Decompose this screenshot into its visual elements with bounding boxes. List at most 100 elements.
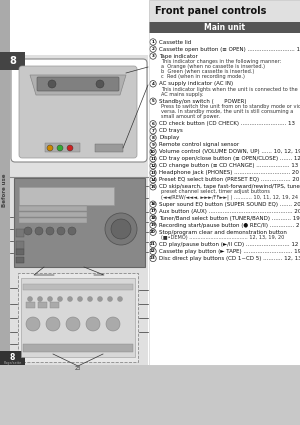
Circle shape [150,248,156,255]
Text: versa. In standby mode, the unit is still consuming a: versa. In standby mode, the unit is stil… [161,109,293,114]
Circle shape [150,149,156,155]
Circle shape [150,208,156,214]
Text: Cassette open button (≡ OPEN) ........................... 19: Cassette open button (≡ OPEN) ..........… [159,46,300,51]
Circle shape [67,145,73,151]
Text: 14: 14 [150,178,156,182]
Circle shape [150,255,156,262]
Bar [0,0,10,370]
Circle shape [111,219,131,239]
Circle shape [35,227,43,235]
Circle shape [150,39,156,45]
Bar [0,0,300,365]
Text: Recording start/pause button (● REC/II) .............. 21: Recording start/pause button (● REC/II) … [159,223,300,228]
Text: CD skip/search, tape fast-forward/rewind/TPS, tuner: CD skip/search, tape fast-forward/rewind… [159,184,300,189]
Text: 23: 23 [150,256,156,261]
Text: CD trays: CD trays [159,128,183,133]
Circle shape [46,317,60,331]
Text: AC supply indicator (AC IN): AC supply indicator (AC IN) [159,81,233,86]
Circle shape [86,317,100,331]
Text: (◄◄/REW/◄◄◄, ►►►/FF►►| ) ........... 10, 11, 12, 19, 24: (◄◄/REW/◄◄◄, ►►►/FF►►| ) ........... 10,… [161,195,298,200]
Bar [50,302,59,308]
Text: 21: 21 [150,242,156,246]
Text: Standby/on switch (      POWER): Standby/on switch ( POWER) [159,99,247,104]
Text: 12: 12 [150,164,156,168]
Text: 10: 10 [150,150,156,154]
Circle shape [98,297,103,301]
Text: Tape indicator: Tape indicator [159,54,198,59]
Text: (■•DEMO) .................................... 12, 13, 19, 20: (■•DEMO) ...............................… [161,235,284,240]
Circle shape [46,227,54,235]
Bar [0,365,300,425]
Text: This indicator changes in the following manner:: This indicator changes in the following … [161,59,281,64]
Text: Display: Display [159,135,179,140]
Text: c  Red (when in recording mode.): c Red (when in recording mode.) [161,74,245,79]
Circle shape [68,227,76,235]
Circle shape [88,297,92,301]
Text: Before use: Before use [2,173,8,207]
Text: 18: 18 [150,216,156,220]
Text: 3: 3 [152,54,154,58]
Text: 19: 19 [150,223,156,227]
Circle shape [150,81,156,87]
Circle shape [77,297,83,301]
Circle shape [68,297,73,301]
Circle shape [105,213,137,245]
Circle shape [66,317,80,331]
Bar [16,241,24,249]
Circle shape [150,163,156,169]
Circle shape [150,135,156,141]
Circle shape [150,177,156,183]
Circle shape [38,297,43,301]
Text: 15: 15 [150,185,156,189]
Text: CD check button (CD CHECK) .......................... 13: CD check button (CD CHECK) .............… [159,121,295,126]
Circle shape [150,142,156,148]
FancyBboxPatch shape [37,77,119,91]
Bar [26,302,35,308]
Circle shape [150,201,156,207]
Circle shape [24,227,32,235]
Circle shape [106,317,120,331]
Polygon shape [30,75,126,95]
Text: Aux button (AUX) ................................................ 20: Aux button (AUX) .......................… [159,209,300,214]
Circle shape [150,98,156,105]
Bar [19,187,114,205]
Text: 8: 8 [10,354,15,363]
Circle shape [150,53,156,59]
Bar [0,52,25,70]
Text: Page/seite: Page/seite [3,361,22,365]
Text: Cassette play button (► TAPE) ............................ 19: Cassette play button (► TAPE) ..........… [159,249,300,254]
Bar [19,206,87,211]
Circle shape [150,241,156,248]
Bar [149,22,300,33]
Circle shape [48,80,56,88]
Text: This indicator lights when the unit is connected to the: This indicator lights when the unit is c… [161,87,298,91]
Bar [21,278,135,357]
Circle shape [57,145,63,151]
Bar [18,273,138,362]
Text: 8: 8 [9,56,16,66]
Text: AC mains supply.: AC mains supply. [161,92,203,97]
Bar [23,344,133,352]
Text: CD play/pause button (►/II CD) ......................... 12: CD play/pause button (►/II CD) .........… [159,242,298,247]
Circle shape [96,80,104,88]
Bar [10,55,148,365]
Text: Cassette lid: Cassette lid [159,40,191,45]
Circle shape [107,297,112,301]
Text: Preset EQ select button (PRESET EQ) ................. 20: Preset EQ select button (PRESET EQ) ....… [159,177,299,182]
Circle shape [150,156,156,162]
Bar [14,178,145,267]
Text: Tuner/Band select button (TUNER/BAND) ........... 19: Tuner/Band select button (TUNER/BAND) ..… [159,216,300,221]
Bar [0,351,25,365]
Text: 9: 9 [152,143,154,147]
Text: 23: 23 [75,366,81,371]
Text: 16: 16 [150,202,156,206]
Bar [149,0,300,365]
Text: CD change button (≡ CD CHANGE) ................... 13: CD change button (≡ CD CHANGE) .........… [159,163,298,168]
Circle shape [118,297,122,301]
FancyBboxPatch shape [11,59,147,162]
Text: Super sound EQ button (SUPER SOUND EQ) ....... 20: Super sound EQ button (SUPER SOUND EQ) .… [159,202,300,207]
Text: 11: 11 [150,157,156,161]
Text: Press to switch the unit from on to standby mode or vice: Press to switch the unit from on to stan… [161,104,300,109]
Circle shape [150,184,156,190]
Circle shape [28,297,32,301]
